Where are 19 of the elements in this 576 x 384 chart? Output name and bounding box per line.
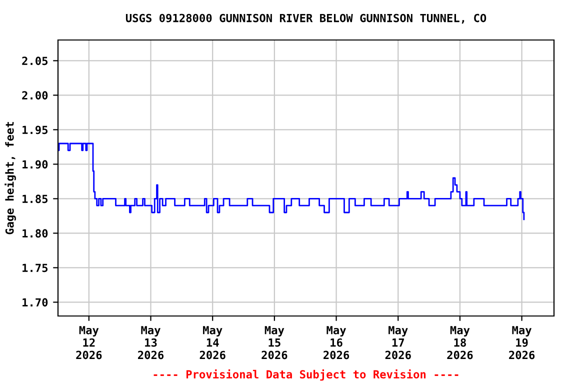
y-tick-label: 1.70 bbox=[22, 298, 48, 307]
x-tick-label: May 12 2026 bbox=[76, 326, 102, 360]
text: ---- Provisional Data Subject to Revision ---- bbox=[154, 369, 458, 381]
y-tick-label: 1.95 bbox=[22, 126, 48, 134]
chart-title: USGS 09128000 GUNNISON RIVER BELOW GUNNISON TUNNEL, CO bbox=[126, 14, 486, 24]
x-tick-label: May 14 2026 bbox=[200, 326, 226, 360]
x-tick-label: May 17 2026 bbox=[385, 326, 411, 360]
y-tick-label: 1.75 bbox=[22, 264, 48, 272]
y-tick-label: 1.80 bbox=[22, 229, 48, 238]
x-tick-label: May 16 2026 bbox=[324, 326, 350, 360]
x-tick-label: May 13 2026 bbox=[138, 326, 164, 360]
y-tick-label: 2.05 bbox=[22, 56, 48, 66]
x-tick-label: May 18 2026 bbox=[447, 326, 473, 360]
y-axis-title: Gage height, feet bbox=[4, 122, 16, 234]
y-tick-label: 1.90 bbox=[22, 160, 48, 169]
x-tick-label: May 19 2026 bbox=[509, 326, 535, 360]
x-tick-label: May 15 2026 bbox=[262, 326, 288, 360]
y-tick-label: 1.85 bbox=[22, 194, 48, 204]
y-tick-label: 2.00 bbox=[22, 91, 48, 100]
